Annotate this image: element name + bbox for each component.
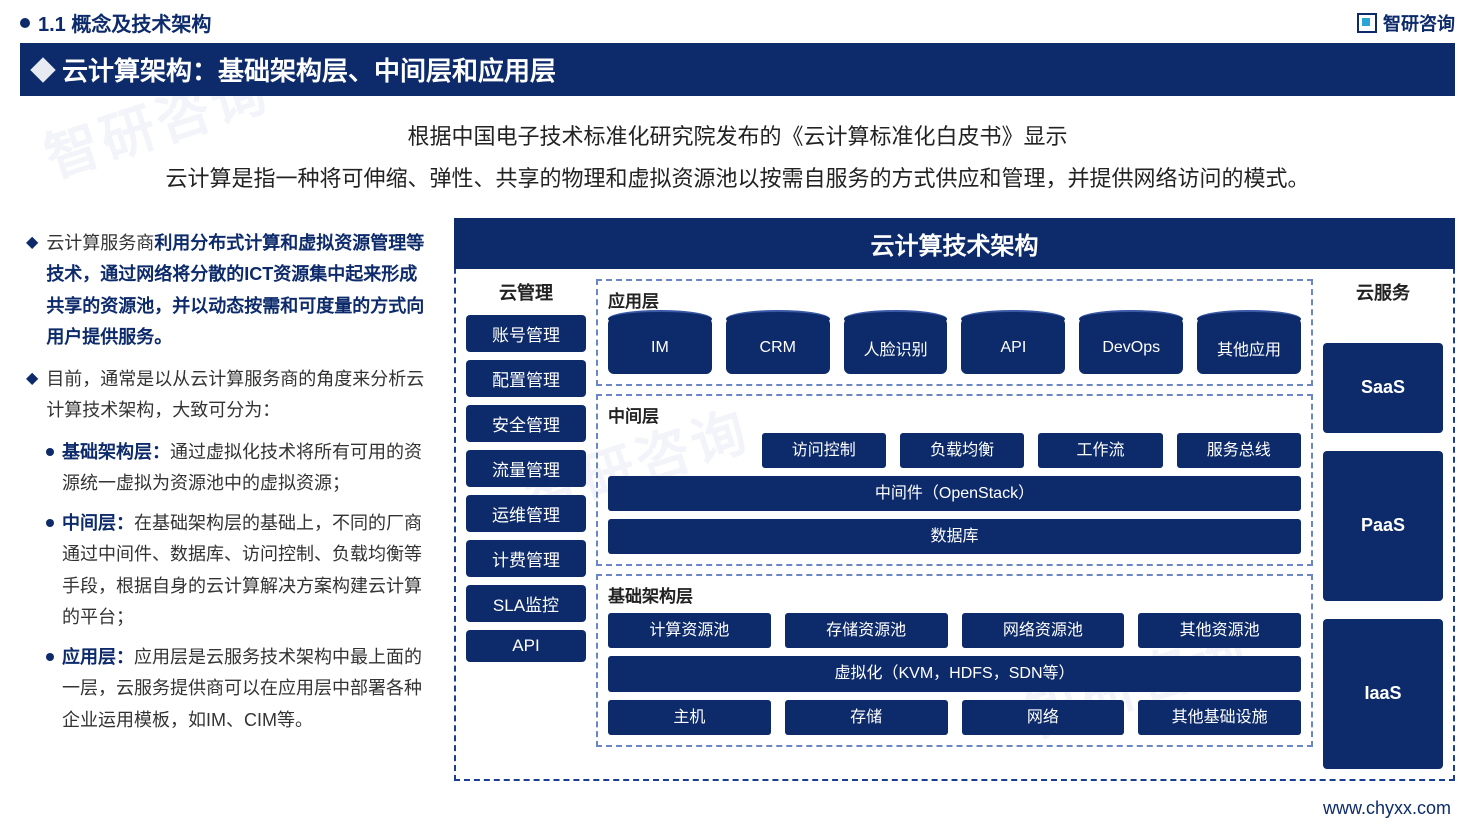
svc-iaas: IaaS (1323, 619, 1443, 769)
infra-hw: 主机 (608, 700, 771, 735)
infra-pool: 计算资源池 (608, 613, 771, 648)
diamond-bullet-icon: ◆ (26, 228, 38, 354)
left-p2: 目前，通常是以从云计算服务商的角度来分析云计算技术架构，大致可分为： (46, 364, 432, 427)
mid-middleware: 中间件（OpenStack） (608, 476, 1301, 511)
brand: 智研咨询 (1357, 10, 1455, 36)
mid-item: 负载均衡 (900, 433, 1024, 468)
app-item: 其他应用 (1197, 318, 1301, 374)
dot-bullet-icon (46, 653, 54, 661)
breadcrumb: 1.1 概念及技术架构 (20, 8, 247, 37)
infra-pool: 存储资源池 (785, 613, 948, 648)
page-title-bar: 云计算架构：基础架构层、中间层和应用层 (20, 43, 1455, 96)
infra-hw: 其他基础设施 (1138, 700, 1301, 735)
page-title: 云计算架构：基础架构层、中间层和应用层 (62, 51, 556, 88)
architecture-diagram: 云计算技术架构 云管理 账号管理 配置管理 安全管理 流量管理 运维管理 计费管… (454, 218, 1455, 781)
mid-database: 数据库 (608, 519, 1301, 554)
title-bullet-icon (30, 57, 55, 82)
left-panel: ◆ 云计算服务商利用分布式计算和虚拟资源管理等技术，通过网络将分散的ICT资源集… (20, 218, 440, 781)
left-sub2: 中间层：在基础架构层的基础上，不同的厂商通过中间件、数据库、访问控制、负载均衡等… (62, 508, 432, 634)
mgmt-item: 账号管理 (466, 315, 586, 352)
svc-saas: SaaS (1323, 343, 1443, 433)
app-item: DevOps (1079, 318, 1183, 374)
infra-hw: 网络 (962, 700, 1125, 735)
mid-layer-label: 中间层 (608, 402, 1301, 427)
dot-bullet-icon (46, 448, 54, 456)
mgmt-item: SLA监控 (466, 585, 586, 622)
dot-bullet-icon (46, 519, 54, 527)
app-layer: 应用层 IM CRM 人脸识别 API DevOps 其他应用 (596, 279, 1313, 386)
svc-title: 云服务 (1356, 279, 1410, 305)
app-item: CRM (726, 318, 830, 374)
mgmt-item: API (466, 630, 586, 662)
infra-layer: 基础架构层 计算资源池 存储资源池 网络资源池 其他资源池 虚拟化（KVM，HD… (596, 574, 1313, 747)
mgmt-item: 配置管理 (466, 360, 586, 397)
crumb-dot-icon (20, 18, 30, 28)
infra-pool: 其他资源池 (1138, 613, 1301, 648)
infra-virt: 虚拟化（KVM，HDFS，SDN等） (608, 656, 1301, 691)
intro-line2: 云计算是指一种将可伸缩、弹性、共享的物理和虚拟资源池以按需自服务的方式供应和管理… (88, 158, 1388, 200)
diamond-bullet-icon: ◆ (26, 364, 38, 427)
mid-item: 工作流 (1038, 433, 1162, 468)
app-item: API (961, 318, 1065, 374)
brand-text: 智研咨询 (1383, 10, 1455, 36)
service-column: 云服务 SaaS PaaS IaaS (1323, 279, 1443, 769)
arch-title: 云计算技术架构 (454, 218, 1455, 269)
left-p1: 云计算服务商利用分布式计算和虚拟资源管理等技术，通过网络将分散的ICT资源集中起… (46, 228, 432, 354)
mid-item: 服务总线 (1177, 433, 1301, 468)
app-item: IM (608, 318, 712, 374)
infra-hw: 存储 (785, 700, 948, 735)
footer-url: www.chyxx.com (1323, 798, 1451, 819)
brand-logo-icon (1357, 13, 1377, 33)
intro-text: 根据中国电子技术标准化研究院发布的《云计算标准化白皮书》显示 云计算是指一种将可… (88, 116, 1388, 200)
mgmt-item: 计费管理 (466, 540, 586, 577)
mgmt-item: 流量管理 (466, 450, 586, 487)
app-layer-label: 应用层 (608, 287, 1301, 312)
left-sub1: 基础架构层：通过虚拟化技术将所有可用的资源统一虚拟为资源池中的虚拟资源； (62, 437, 432, 500)
mgmt-item: 安全管理 (466, 405, 586, 442)
mid-item: 访问控制 (762, 433, 886, 468)
mgmt-item: 运维管理 (466, 495, 586, 532)
intro-line1: 根据中国电子技术标准化研究院发布的《云计算标准化白皮书》显示 (88, 116, 1388, 158)
crumb-text: 1.1 概念及技术架构 (38, 8, 211, 37)
left-sub3: 应用层：应用层是云服务技术架构中最上面的一层，云服务提供商可以在应用层中部署各种… (62, 642, 432, 737)
app-item: 人脸识别 (844, 318, 948, 374)
mgmt-title: 云管理 (499, 279, 553, 305)
mid-layer: 中间层 访问控制 负载均衡 工作流 服务总线 中间件（OpenStack） 数据… (596, 394, 1313, 567)
infra-layer-label: 基础架构层 (608, 582, 1301, 607)
mgmt-column: 云管理 账号管理 配置管理 安全管理 流量管理 运维管理 计费管理 SLA监控 … (466, 279, 586, 769)
layers-column: 应用层 IM CRM 人脸识别 API DevOps 其他应用 中间层 (596, 279, 1313, 769)
infra-pool: 网络资源池 (962, 613, 1125, 648)
svc-paas: PaaS (1323, 451, 1443, 601)
